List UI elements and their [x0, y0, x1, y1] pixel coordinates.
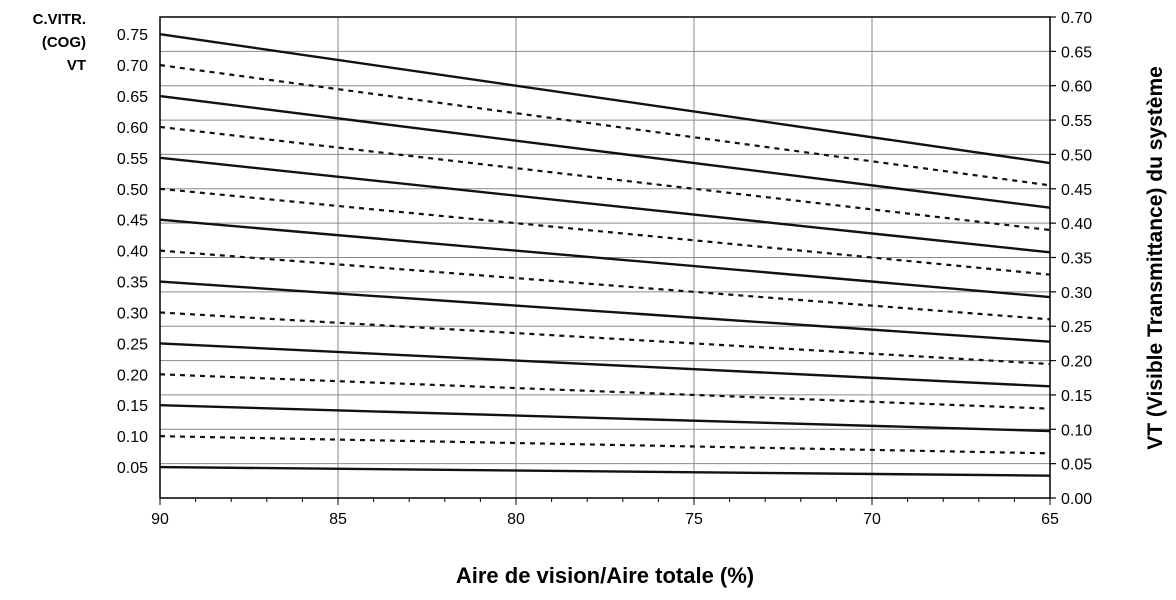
left-tick-label: 0.25	[117, 336, 148, 353]
right-tick-label: 0.05	[1061, 457, 1092, 474]
left-tick-label: 0.35	[117, 275, 148, 292]
left-axis-title-2: (COG)	[42, 34, 86, 51]
right-tick-label: 0.10	[1061, 422, 1092, 439]
series-line-cog-0-25	[159, 342, 1051, 388]
left-tick-labels: 0.05 0.10 0.15 0.20 0.25 0.30 0.35 0.40 0.45 0.50…	[117, 27, 148, 477]
right-tick-label: 0.00	[1061, 491, 1092, 508]
series-line-cog-0-2	[159, 373, 1051, 410]
left-tick-label: 0.20	[117, 367, 148, 384]
right-tick-label: 0.30	[1061, 285, 1092, 302]
left-axis-title-1: C.VITR.	[33, 11, 86, 28]
left-axis-title-3: VT	[67, 57, 86, 74]
right-tick-label: 0.70	[1061, 10, 1092, 27]
left-tick-label: 0.55	[117, 151, 148, 168]
right-tick-label: 0.55	[1061, 113, 1092, 130]
left-tick-label: 0.70	[117, 58, 148, 75]
left-tick-label: 0.15	[117, 398, 148, 415]
right-tick-labels: 0.00 0.05 0.10 0.15 0.20 0.25 0.30 0.35 0.40 0.45…	[1061, 10, 1092, 508]
left-tick-label: 0.10	[117, 429, 148, 446]
left-tick-label: 0.30	[117, 305, 148, 322]
x-tick-label: 75	[685, 511, 703, 528]
right-tick-label: 0.60	[1061, 79, 1092, 96]
series-line-cog-0-05	[159, 465, 1051, 477]
series-line-cog-0-6	[159, 125, 1051, 232]
left-tick-label: 0.75	[117, 27, 148, 44]
right-tick-label: 0.65	[1061, 44, 1092, 61]
series-line-cog-0-35	[159, 280, 1051, 343]
x-tick-labels: 90 85 80 75 70 65	[151, 511, 1059, 528]
x-tick-label: 85	[329, 511, 347, 528]
series-line-cog-0-55	[159, 156, 1051, 254]
series-line-cog-0-7	[159, 64, 1051, 187]
left-tick-label: 0.40	[117, 244, 148, 261]
x-tick-label: 90	[151, 511, 169, 528]
series-line-cog-0-15	[159, 404, 1051, 433]
left-tick-label: 0.05	[117, 460, 148, 477]
series-line-cog-0-3	[159, 311, 1051, 366]
minor-ticks	[159, 16, 1056, 505]
series-line-cog-0-4	[159, 249, 1051, 321]
series-line-cog-0-45	[159, 218, 1051, 299]
right-tick-label: 0.45	[1061, 182, 1092, 199]
left-tick-label: 0.60	[117, 120, 148, 137]
x-tick-label: 70	[863, 511, 881, 528]
right-tick-label: 0.50	[1061, 147, 1092, 164]
left-tick-label: 0.50	[117, 182, 148, 199]
x-axis-title: Aire de vision/Aire totale (%)	[456, 563, 754, 588]
right-tick-label: 0.40	[1061, 216, 1092, 233]
left-tick-label: 0.45	[117, 213, 148, 230]
right-tick-label: 0.15	[1061, 388, 1092, 405]
right-tick-label: 0.20	[1061, 354, 1092, 371]
x-tick-label: 65	[1041, 511, 1059, 528]
left-tick-label: 0.65	[117, 89, 148, 106]
right-tick-label: 0.35	[1061, 251, 1092, 268]
series-line-cog-0-1	[159, 435, 1051, 455]
right-axis-title: VT (Visible Transmittance) du système	[1144, 66, 1167, 450]
series-lines	[159, 32, 1051, 477]
right-tick-label: 0.25	[1061, 319, 1092, 336]
series-line-cog-0-65	[159, 94, 1051, 209]
plot-frame	[159, 16, 1051, 499]
series-line-cog-0-75	[159, 32, 1051, 165]
x-tick-label: 80	[507, 511, 525, 528]
